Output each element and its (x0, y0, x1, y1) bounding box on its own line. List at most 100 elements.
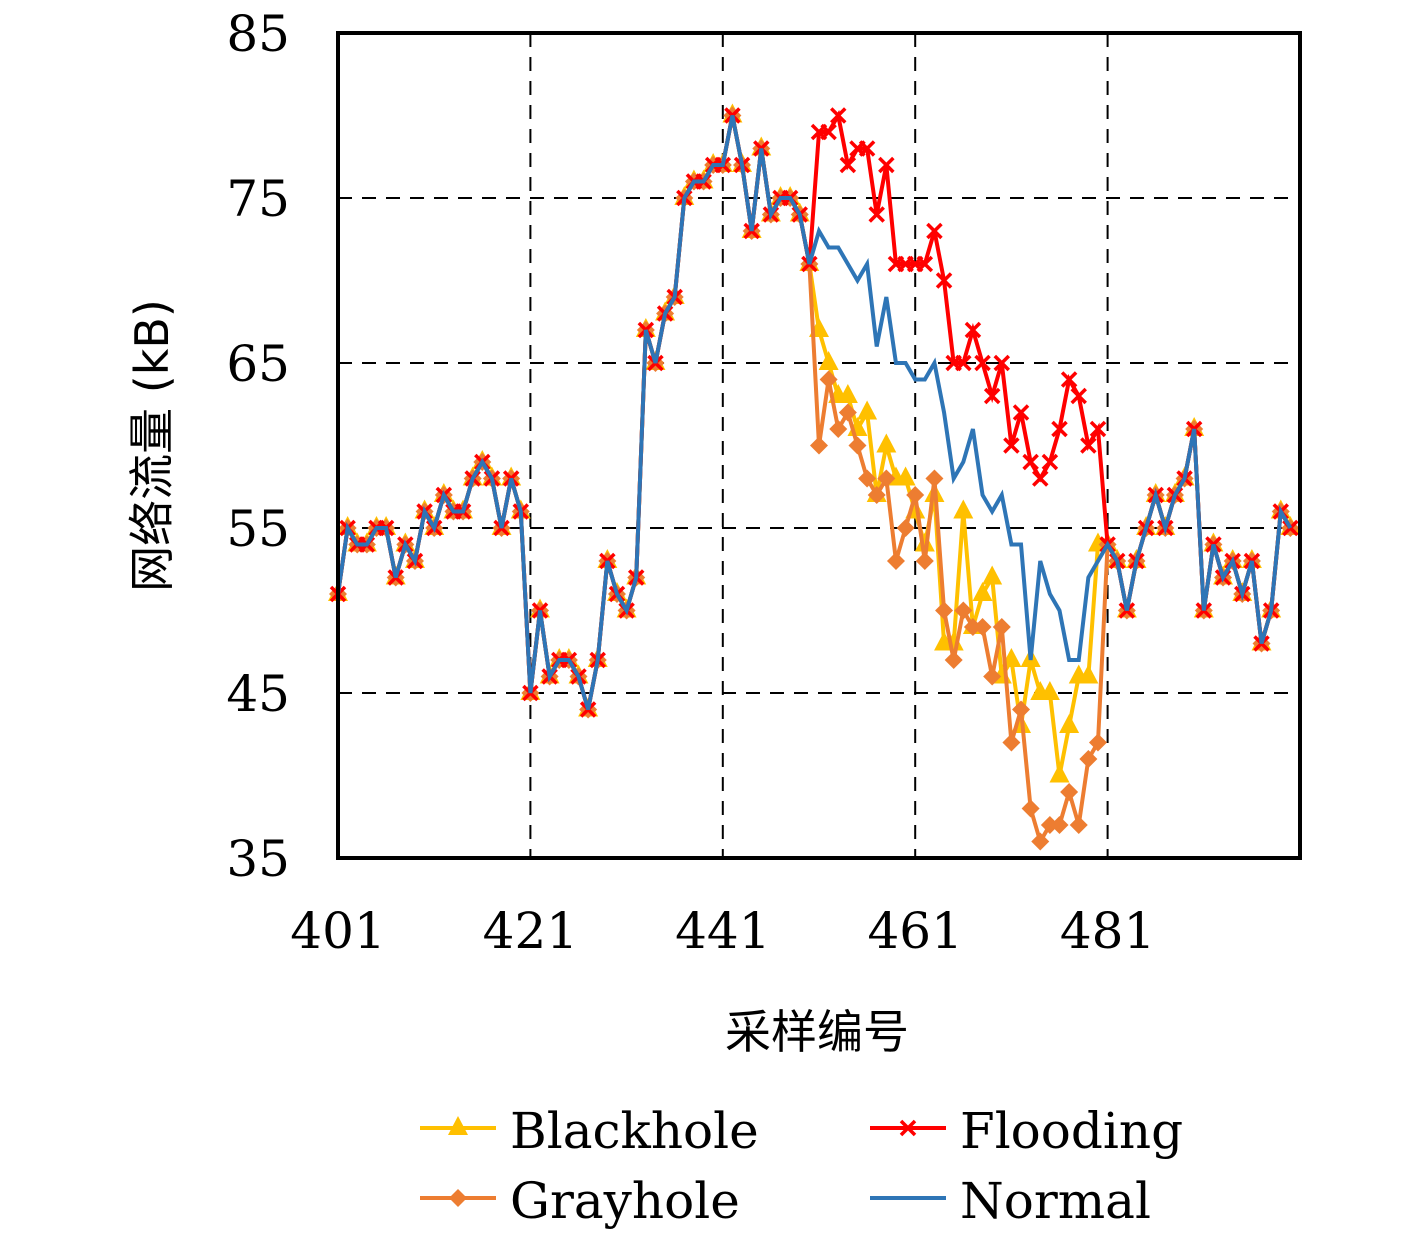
x-tick-label: 441 (675, 902, 770, 960)
y-axis-title: 网络流量 (kB) (125, 299, 179, 592)
data-point-grayhole (1060, 783, 1079, 801)
data-point-blackhole (876, 433, 897, 453)
data-point-flooding (1041, 453, 1059, 471)
data-point-flooding (1051, 420, 1068, 438)
data-point-blackhole (1049, 763, 1070, 783)
data-point-grayhole (848, 436, 867, 455)
data-point-grayhole (906, 486, 925, 504)
data-point-blackhole (953, 499, 974, 519)
data-point-blackhole (857, 400, 878, 420)
data-point-grayhole (925, 469, 944, 488)
data-point-grayhole (1021, 799, 1040, 818)
legend: Blackhole Flooding Grayhole Normal (420, 1102, 1183, 1230)
x-tick-label: 461 (867, 902, 962, 960)
data-point-flooding (1089, 420, 1107, 438)
legend-label: Flooding (960, 1102, 1183, 1160)
data-point-blackhole (943, 631, 964, 651)
series-normal (336, 115, 1293, 711)
x-tick-label: 421 (483, 902, 578, 960)
data-point-flooding (935, 272, 953, 289)
series-line-normal (336, 115, 1293, 711)
data-point-blackhole (914, 532, 935, 552)
data-point-grayhole (944, 651, 963, 669)
data-point-flooding (983, 387, 1001, 405)
data-point-flooding (993, 354, 1011, 372)
x-axis-title: 采样编号 (725, 1005, 909, 1059)
data-point-blackhole (837, 384, 858, 403)
data-point-grayhole (819, 370, 838, 389)
data-point-grayhole (1031, 832, 1050, 851)
data-point-blackhole (1059, 714, 1080, 733)
data-point-blackhole (972, 582, 993, 601)
data-point-blackhole (818, 351, 839, 370)
data-point-grayhole (983, 667, 1002, 686)
data-point-flooding (830, 107, 847, 124)
legend-item-flooding: Flooding (870, 1102, 1183, 1160)
data-point-grayhole (1040, 816, 1059, 834)
legend-marker-icon (448, 1116, 468, 1135)
data-point-grayhole (935, 601, 954, 620)
data-point-flooding (820, 123, 837, 141)
data-point-grayhole (1050, 816, 1069, 834)
data-point-grayhole (1079, 750, 1098, 768)
data-point-grayhole (867, 486, 886, 504)
data-point-grayhole (810, 436, 828, 455)
y-tick-label: 55 (226, 500, 290, 558)
data-point-grayhole (954, 601, 973, 620)
legend-item-grayhole: Grayhole (420, 1172, 740, 1230)
data-point-flooding (858, 140, 876, 157)
data-point-grayhole (886, 552, 905, 570)
x-tick-label: 401 (290, 902, 385, 960)
x-tick-label: 481 (1060, 902, 1155, 960)
y-tick-label: 85 (226, 5, 290, 63)
data-point-flooding (926, 222, 943, 240)
data-point-grayhole (896, 519, 915, 537)
data-point-flooding (1060, 371, 1078, 388)
data-point-grayhole (915, 552, 934, 570)
data-point-grayhole (963, 618, 982, 636)
data-point-flooding (1080, 437, 1097, 454)
legend-marker-icon (449, 1189, 467, 1207)
data-point-grayhole (973, 618, 992, 636)
legend-marker-icon (899, 1119, 917, 1137)
data-point-grayhole (1069, 816, 1088, 834)
data-point-grayhole (1088, 733, 1107, 752)
y-tick-label: 75 (226, 170, 290, 228)
data-point-blackhole (1078, 664, 1099, 684)
data-point-flooding (868, 206, 885, 223)
series-layer (328, 103, 1301, 851)
y-tick-label: 45 (226, 665, 290, 723)
x-tick-labels: 401 421 441 461 481 (290, 902, 1155, 960)
data-point-flooding (1003, 437, 1020, 454)
data-point-flooding (1012, 404, 1030, 421)
data-point-flooding (916, 255, 934, 273)
data-point-grayhole (877, 469, 896, 488)
plot-area-frame (336, 31, 1302, 860)
legend-label: Normal (960, 1172, 1151, 1230)
y-tick-label: 65 (226, 335, 290, 393)
data-point-flooding (1032, 470, 1049, 487)
data-point-grayhole (992, 618, 1011, 636)
data-point-grayhole (1012, 700, 1031, 719)
legend-item-blackhole: Blackhole (420, 1102, 759, 1160)
data-point-blackhole (982, 565, 1003, 585)
data-point-flooding (974, 354, 991, 372)
y-tick-label: 35 (226, 830, 290, 888)
y-tick-labels: 35 45 55 65 75 85 (226, 5, 290, 888)
data-point-blackhole (895, 466, 916, 486)
data-point-grayhole (838, 403, 857, 422)
legend-label: Blackhole (510, 1102, 759, 1160)
data-point-flooding (964, 321, 982, 339)
data-point-flooding (839, 156, 857, 174)
data-point-flooding (878, 156, 895, 174)
data-point-grayhole (858, 469, 877, 488)
data-point-grayhole (829, 420, 848, 438)
legend-item-normal: Normal (870, 1172, 1151, 1230)
data-point-blackhole (1039, 681, 1060, 700)
data-point-flooding (1022, 453, 1039, 471)
legend-label: Grayhole (510, 1172, 740, 1230)
data-point-flooding (1070, 387, 1087, 405)
data-point-grayhole (1002, 733, 1021, 752)
data-point-flooding (955, 354, 972, 372)
